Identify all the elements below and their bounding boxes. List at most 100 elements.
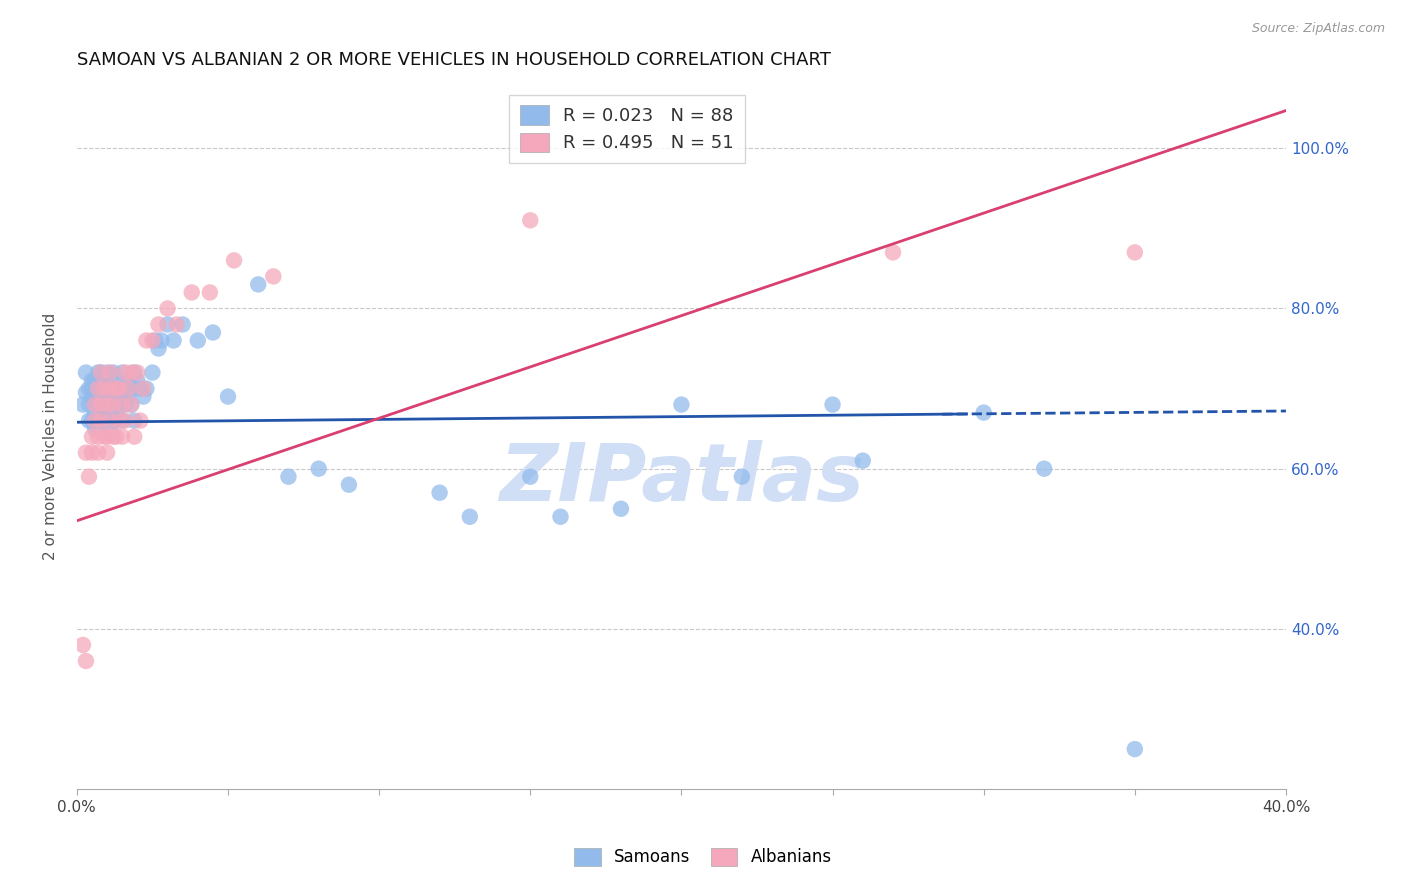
Point	[93, 429, 115, 443]
Point	[98, 422, 121, 436]
Point	[114, 366, 136, 380]
Point	[77, 469, 100, 483]
Point	[101, 429, 124, 443]
Point	[145, 334, 167, 348]
Point	[80, 429, 103, 443]
Point	[90, 382, 112, 396]
Point	[93, 406, 115, 420]
Point	[87, 385, 110, 400]
Point	[148, 318, 170, 332]
Point	[87, 398, 110, 412]
Point	[671, 398, 693, 412]
Point	[90, 398, 112, 412]
Point	[172, 318, 194, 332]
Point	[80, 414, 103, 428]
Point	[98, 406, 121, 420]
Point	[108, 382, 131, 396]
Point	[96, 429, 118, 443]
Point	[117, 374, 139, 388]
Point	[75, 385, 97, 400]
Legend: R = 0.023   N = 88, R = 0.495   N = 51: R = 0.023 N = 88, R = 0.495 N = 51	[509, 95, 745, 163]
Point	[80, 374, 103, 388]
Point	[108, 382, 131, 396]
Point	[72, 398, 94, 412]
Point	[1123, 742, 1146, 756]
Point	[882, 245, 904, 260]
Point	[98, 382, 121, 396]
Point	[141, 366, 163, 380]
Point	[124, 366, 146, 380]
Point	[101, 414, 124, 428]
Point	[84, 414, 107, 428]
Point	[90, 390, 112, 404]
Point	[247, 277, 270, 292]
Point	[84, 398, 107, 412]
Point	[610, 501, 633, 516]
Point	[108, 414, 131, 428]
Point	[87, 382, 110, 396]
Point	[98, 414, 121, 428]
Point	[98, 390, 121, 404]
Point	[731, 469, 754, 483]
Point	[156, 318, 179, 332]
Point	[111, 366, 134, 380]
Point	[111, 414, 134, 428]
Point	[148, 342, 170, 356]
Point	[93, 382, 115, 396]
Point	[308, 461, 330, 475]
Point	[222, 253, 245, 268]
Point	[87, 366, 110, 380]
Point	[77, 398, 100, 412]
Point	[80, 445, 103, 459]
Point	[114, 382, 136, 396]
Point	[429, 485, 451, 500]
Point	[93, 374, 115, 388]
Point	[90, 366, 112, 380]
Point	[111, 429, 134, 443]
Point	[101, 398, 124, 412]
Point	[201, 326, 224, 340]
Point	[277, 469, 299, 483]
Point	[132, 382, 155, 396]
Point	[120, 398, 142, 412]
Point	[141, 334, 163, 348]
Point	[127, 366, 149, 380]
Point	[337, 477, 360, 491]
Point	[114, 414, 136, 428]
Text: Source: ZipAtlas.com: Source: ZipAtlas.com	[1251, 22, 1385, 36]
Point	[198, 285, 221, 300]
Y-axis label: 2 or more Vehicles in Household: 2 or more Vehicles in Household	[44, 313, 58, 560]
Point	[96, 385, 118, 400]
Point	[550, 509, 572, 524]
Point	[72, 638, 94, 652]
Point	[87, 445, 110, 459]
Point	[90, 414, 112, 428]
Point	[93, 398, 115, 412]
Point	[96, 366, 118, 380]
Point	[180, 285, 202, 300]
Point	[84, 390, 107, 404]
Point	[77, 382, 100, 396]
Point	[124, 429, 146, 443]
Point	[75, 366, 97, 380]
Point	[75, 445, 97, 459]
Point	[87, 382, 110, 396]
Legend: Samoans, Albanians: Samoans, Albanians	[568, 841, 838, 873]
Point	[127, 374, 149, 388]
Point	[101, 382, 124, 396]
Point	[90, 414, 112, 428]
Point	[105, 429, 128, 443]
Point	[96, 414, 118, 428]
Point	[187, 334, 209, 348]
Point	[96, 398, 118, 412]
Point	[111, 398, 134, 412]
Point	[458, 509, 481, 524]
Point	[519, 213, 541, 227]
Point	[519, 469, 541, 483]
Point	[105, 390, 128, 404]
Point	[84, 398, 107, 412]
Point	[108, 398, 131, 412]
Point	[90, 366, 112, 380]
Point	[1123, 245, 1146, 260]
Point	[87, 414, 110, 428]
